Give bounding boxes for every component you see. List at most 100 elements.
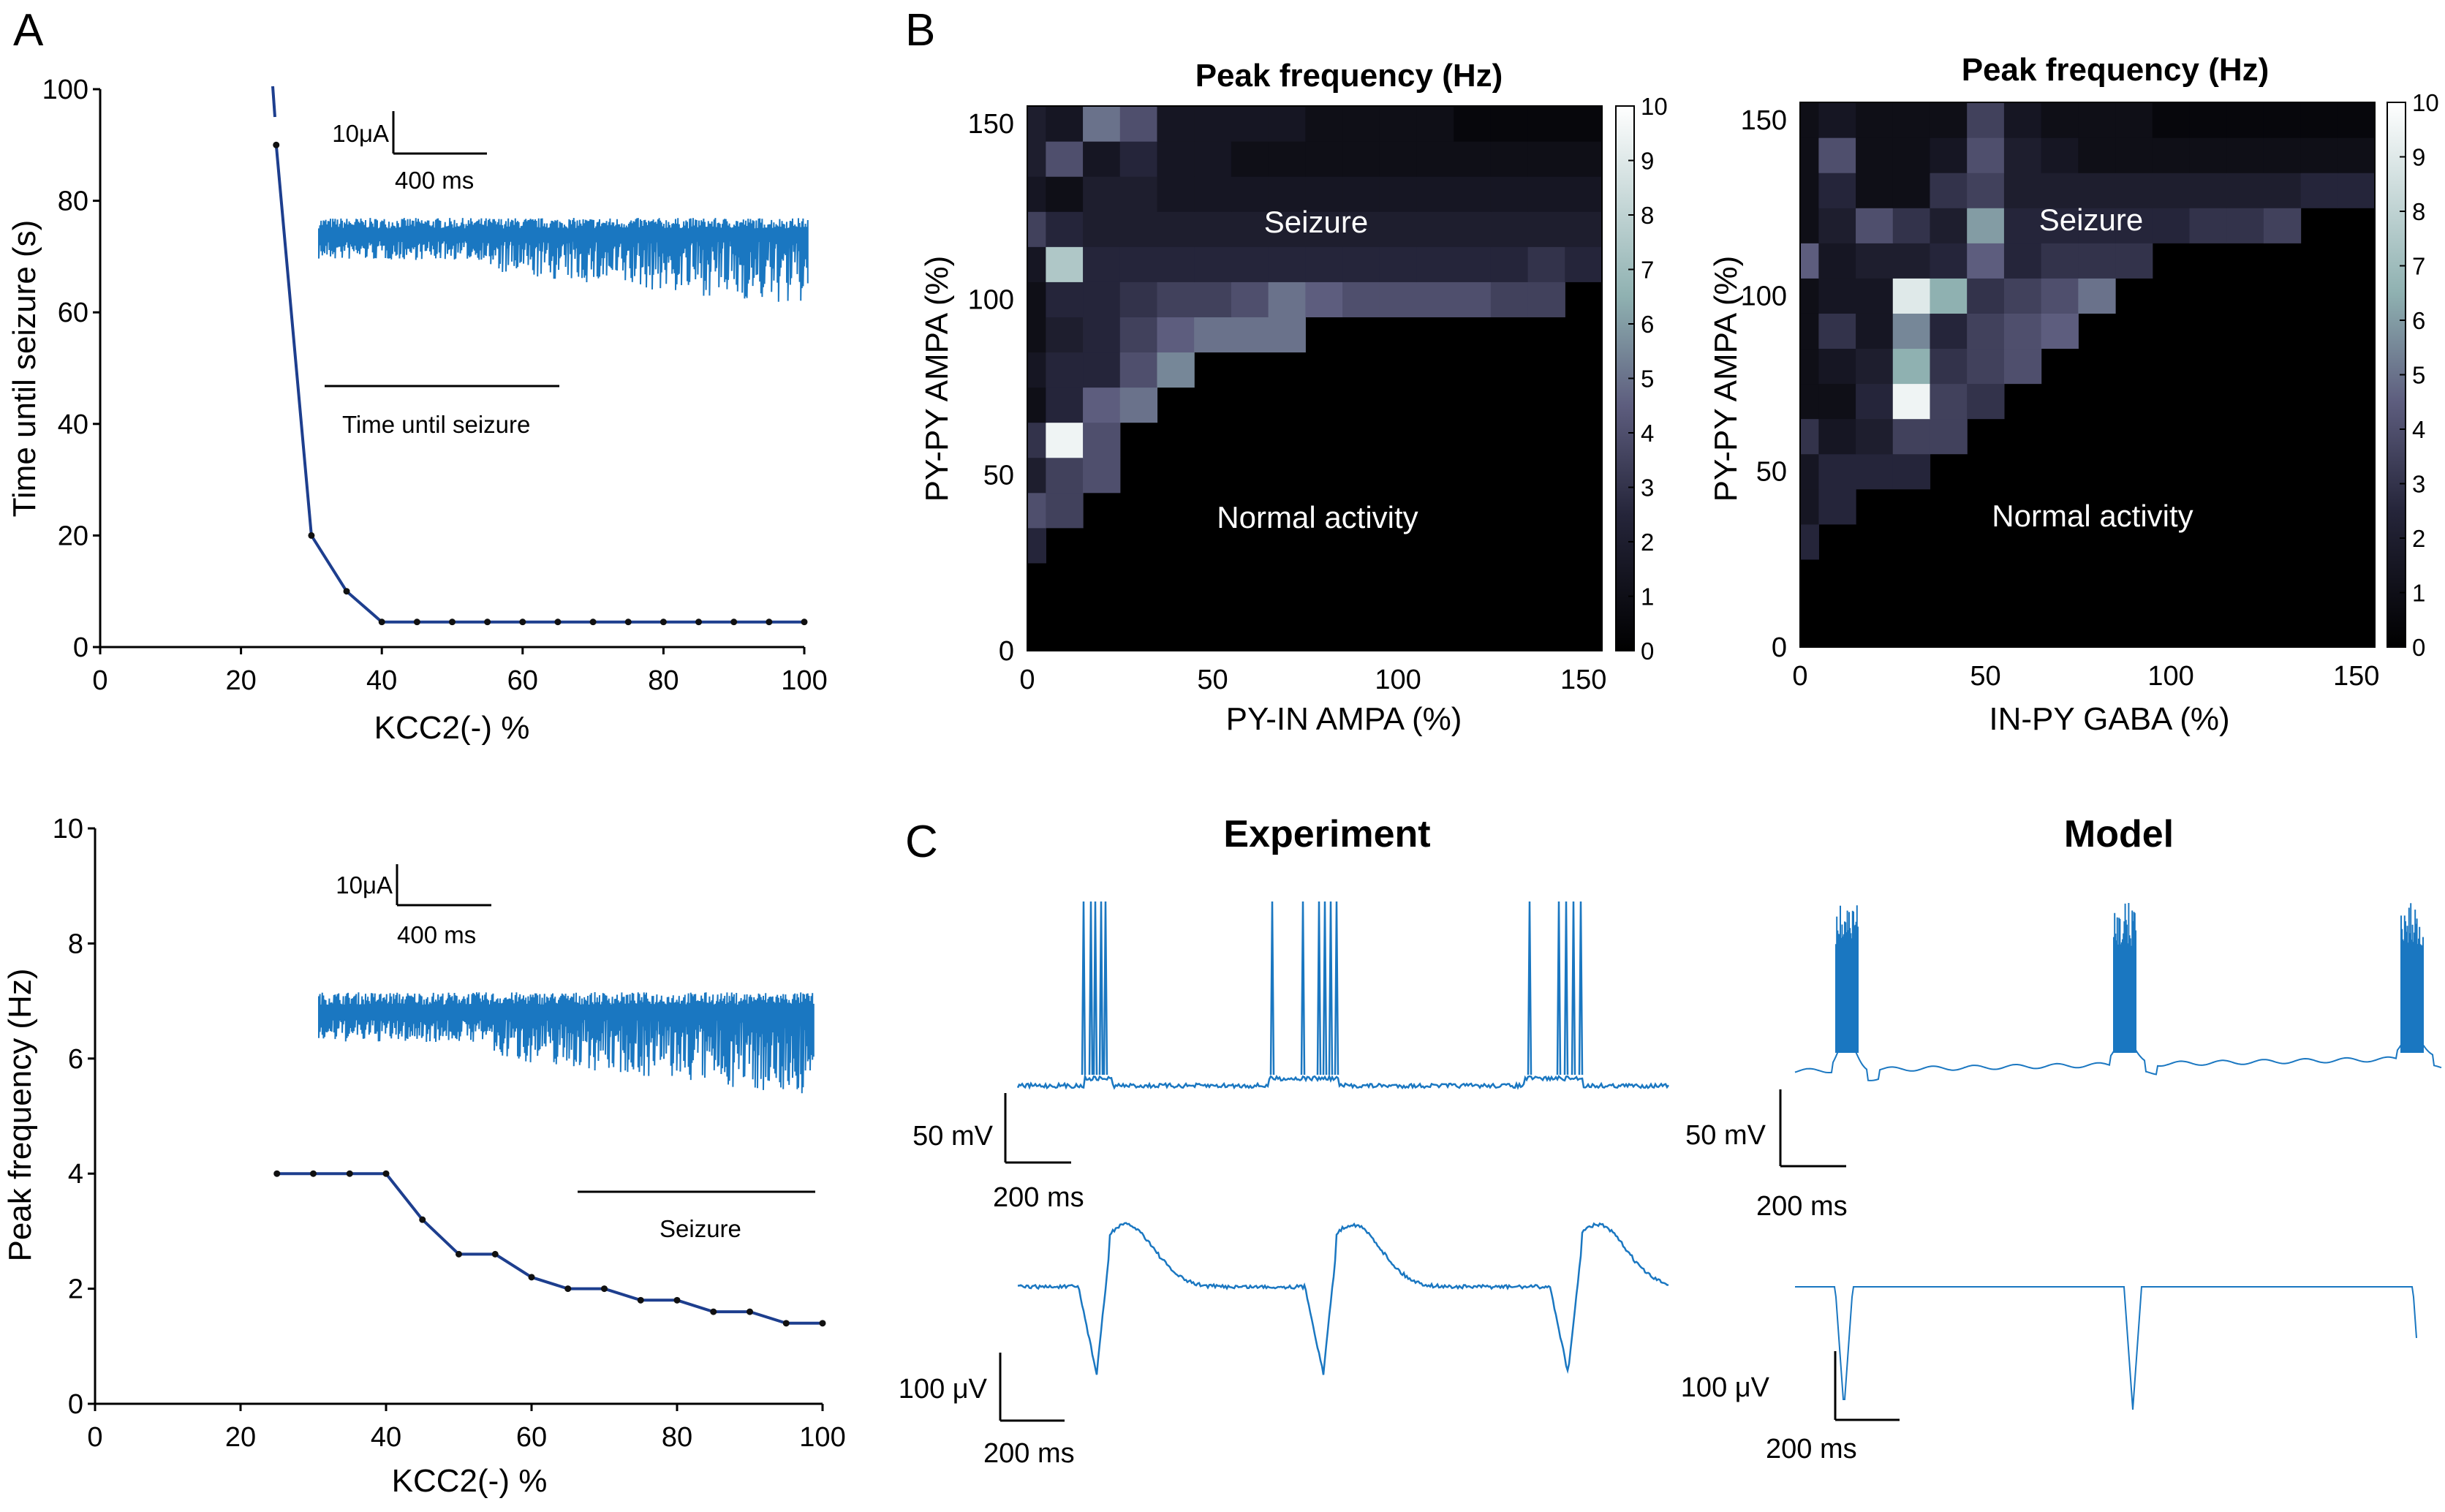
heatmap-cell: [1231, 141, 1269, 177]
heatmap-cell: [1892, 137, 1931, 173]
experiment-traces: 50 mV 200 ms 100 μV 200 ms: [899, 901, 1670, 1469]
heatmap-cell: [2263, 102, 2302, 138]
heatmap-cell: [1157, 246, 1195, 282]
heatmap-cell: [1379, 106, 1418, 142]
data-point: [343, 588, 350, 595]
heatmap-cell: [1157, 106, 1195, 142]
heatmap-cell: [2115, 102, 2153, 138]
data-point: [382, 1170, 390, 1177]
heatmap-cell: [2003, 348, 2042, 385]
colorbar-tick-label: 9: [1641, 148, 1654, 175]
heatmap-cell: [1454, 211, 1492, 247]
heatmap-cell: [2152, 102, 2191, 138]
heatmap-cell: [1046, 176, 1084, 212]
heatmap-cell: [1083, 211, 1121, 247]
heatmap-cell: [2003, 313, 2042, 349]
heatmap-cell: [1268, 246, 1306, 282]
heatmap-cell: [1967, 173, 2005, 208]
inset-trace-2: 10μA 400 ms Seizure: [318, 864, 815, 1242]
colorbar-tick-label: 0: [2412, 634, 2425, 661]
inset-trace-1: 10μA 400 ms Time until seizure: [318, 111, 809, 438]
heatmap-cell: [1027, 106, 1046, 142]
scale-uv-label: 100 μV: [1681, 1372, 1770, 1403]
heatmap-cell: [1967, 137, 2005, 173]
y-tick-label: 0: [73, 632, 88, 663]
heatmap-cell: [1083, 317, 1121, 353]
peak-frequency-kcc2-chart: 0 20 40 60 80 100 0 2 4 6 8 10 KCC2(-) % Peak frequ…: [2, 814, 846, 1499]
heatmap-cell: [1818, 137, 1856, 173]
y-tick-label: 0: [1772, 632, 1787, 663]
heatmap-cell: [2041, 102, 2079, 138]
colorbar-tick-label: 8: [2412, 198, 2425, 225]
heatmap-cell: [1565, 106, 1603, 142]
heatmap-cell: [1454, 176, 1492, 212]
heatmap-cell: [1930, 102, 1968, 138]
y-tick-label: 6: [68, 1044, 83, 1075]
data-point: [624, 619, 632, 626]
heatmap-cell: [1892, 102, 1931, 138]
data-point: [601, 1285, 608, 1293]
heatmap-cell: [1930, 173, 1968, 208]
heatmap-cell: [1342, 176, 1380, 212]
heatmap-cell: [1027, 141, 1046, 177]
data-point: [413, 619, 420, 626]
data-point: [449, 619, 456, 626]
model-traces: 50 mV 200 ms 100 μV 200 ms: [1681, 903, 2442, 1464]
scale-time-label: 400 ms: [397, 921, 476, 948]
heatmap-cell: [1856, 453, 1894, 490]
experiment-extracellular-trace: [1017, 1222, 1669, 1375]
heatmap-cell: [1930, 383, 1968, 420]
heatmap-cell: [1194, 106, 1232, 142]
heatmap-cell: [1800, 488, 1819, 525]
heatmap-cell: [2338, 102, 2376, 138]
heatmap-cell: [1083, 246, 1121, 282]
colorbar-tick-label: 2: [1641, 529, 1654, 556]
marker-label: Seizure: [660, 1215, 741, 1242]
heatmap-cell: [1490, 176, 1529, 212]
heatmap-cell: [1565, 211, 1603, 247]
heatmap-cell: [1157, 281, 1195, 317]
heatmap-cell: [2338, 173, 2376, 208]
heatmap-cell: [1231, 317, 1269, 353]
heatmap-cell: [1930, 348, 1968, 385]
colorbar-tick-label: 0: [1641, 638, 1654, 665]
heatmap-cell: [1800, 102, 1819, 138]
heatmap-cell: [1818, 278, 1856, 314]
data-point: [456, 1250, 462, 1258]
x-tick-label: 40: [366, 665, 397, 696]
heatmap-cell: [1046, 106, 1084, 142]
scale-ms-label: 200 ms: [1766, 1434, 1857, 1464]
heatmap-cell: [1800, 418, 1819, 455]
heatmap-cell: [1856, 243, 1894, 279]
time-until-seizure-chart: 0 20 40 60 80 100 0 20 40 60 80 100 KCC2(-) % Time …: [7, 75, 828, 746]
y-tick-label: 100: [42, 75, 88, 105]
heatmap-cell: [2300, 102, 2338, 138]
heatmap-cell: [1967, 208, 2005, 243]
plot-frame: [1027, 105, 1603, 651]
data-point: [310, 1170, 317, 1177]
heatmap-cell: [1194, 317, 1232, 353]
y-tick-label: 150: [1741, 105, 1787, 136]
colorbar-tick-label: 8: [1641, 202, 1654, 229]
heatmap-cell: [1527, 246, 1565, 282]
heatmap-cell: [1856, 278, 1894, 314]
heatmap-cell: [1416, 176, 1454, 212]
panel-letter-a: A: [13, 5, 44, 56]
series-line: [274, 145, 804, 624]
heatmap-cell: [1119, 106, 1158, 142]
heatmap-cell: [1083, 387, 1121, 423]
x-tick-label: 100: [1375, 665, 1421, 695]
heatmap-cell: [2189, 208, 2227, 243]
heatmap-cell: [1342, 211, 1380, 247]
heatmap-cell: [1818, 453, 1856, 490]
x-tick-label: 60: [516, 1422, 547, 1453]
heatmap-cell: [1818, 383, 1856, 420]
data-point: [747, 1308, 753, 1315]
data-point: [819, 1320, 826, 1327]
heatmap-cell: [2041, 137, 2079, 173]
y-tick-label: 100: [1741, 281, 1787, 311]
heatmap-cell: [1818, 102, 1856, 138]
heatmap-cell: [1892, 173, 1931, 208]
y-tick-label: 60: [58, 298, 88, 328]
